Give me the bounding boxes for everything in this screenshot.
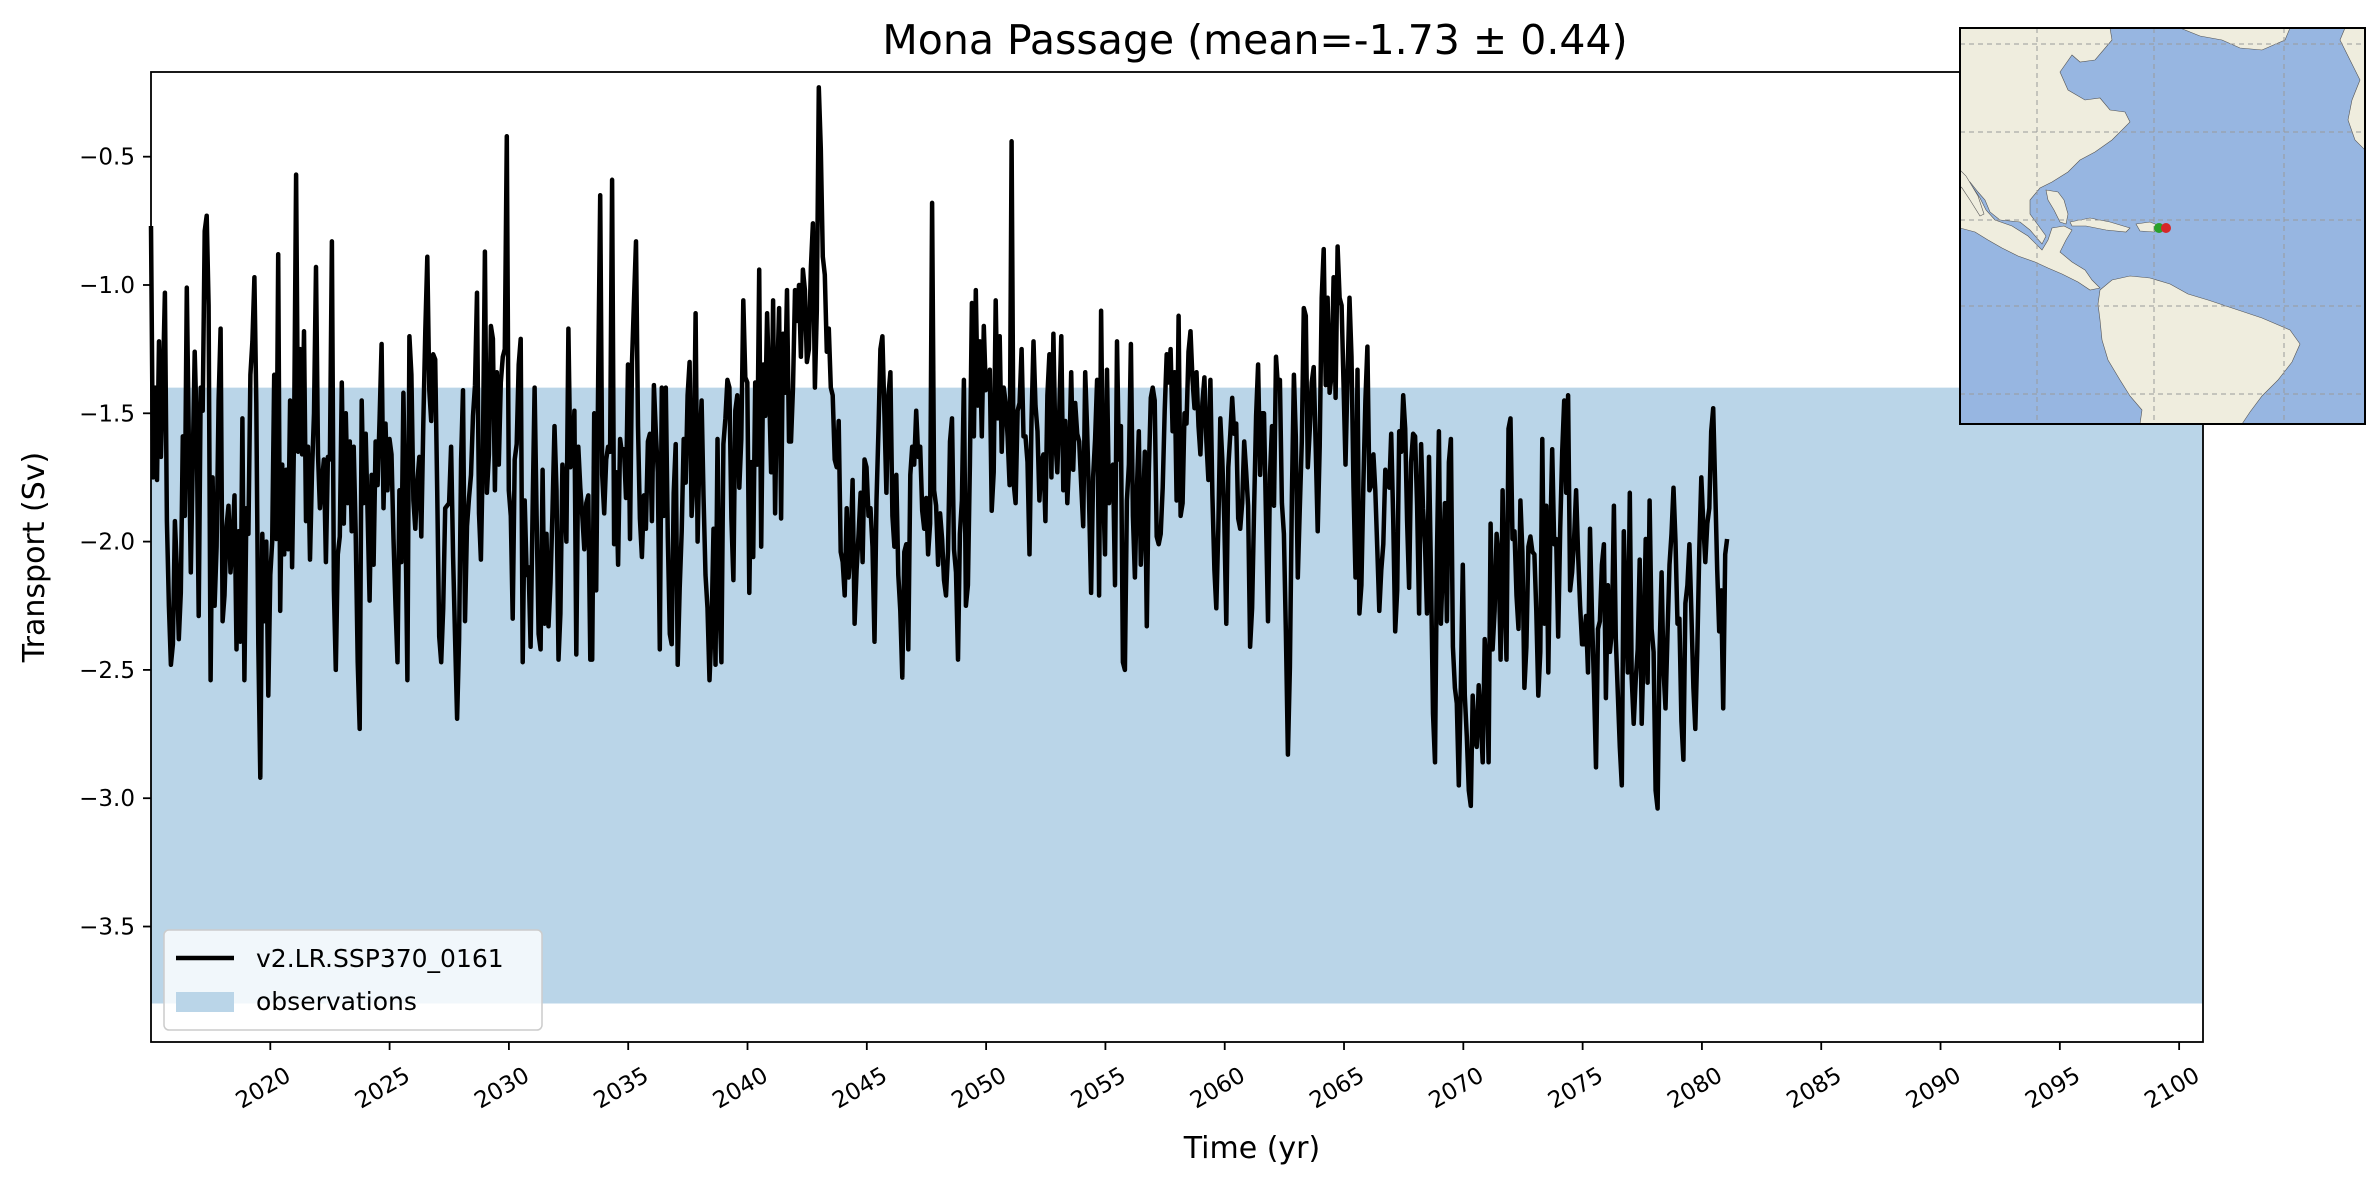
map-land-africa bbox=[2339, 28, 2365, 151]
y-tick-label: −1.0 bbox=[79, 273, 135, 299]
x-tick-label: 2035 bbox=[590, 1063, 654, 1115]
x-tick-label: 2085 bbox=[1783, 1063, 1847, 1115]
map-land-cuba bbox=[2069, 217, 2131, 233]
x-tick-label: 2040 bbox=[709, 1063, 773, 1115]
y-tick-label: −2.5 bbox=[79, 658, 135, 684]
x-tick-label: 2075 bbox=[1544, 1063, 1608, 1115]
x-tick-label: 2055 bbox=[1067, 1063, 1131, 1115]
x-tick-label: 2045 bbox=[828, 1063, 892, 1115]
y-axis: −3.5 −3.0 −2.5 −2.0 −1.5 −1.0 −0.5 bbox=[79, 145, 151, 941]
map-inset bbox=[1959, 27, 2366, 425]
map-land-south-america bbox=[2097, 275, 2301, 424]
map-land-greenland bbox=[2179, 28, 2291, 51]
map-marker-red bbox=[2161, 223, 2171, 233]
x-tick-label: 2090 bbox=[1902, 1063, 1966, 1115]
x-tick-label: 2050 bbox=[947, 1063, 1011, 1115]
y-tick-label: −3.5 bbox=[79, 915, 135, 941]
y-tick-label: −2.0 bbox=[79, 530, 135, 556]
plot-frame bbox=[150, 71, 2204, 1043]
x-axis: 2020 2025 2030 2035 2040 2045 2050 2055 2060 2065… bbox=[232, 1042, 2204, 1115]
legend-line-label: v2.LR.SSP370_0161 bbox=[256, 944, 504, 973]
map-land-north-america bbox=[1960, 28, 2131, 245]
x-tick-label: 2100 bbox=[2140, 1063, 2204, 1115]
map-land-florida bbox=[2045, 189, 2069, 225]
x-tick-label: 2030 bbox=[470, 1063, 534, 1115]
y-tick-label: −1.5 bbox=[79, 401, 135, 427]
map-land-central-america bbox=[1960, 177, 2101, 291]
map-marker-green bbox=[2154, 223, 2164, 233]
x-tick-label: 2020 bbox=[232, 1063, 296, 1115]
x-tick-label: 2060 bbox=[1186, 1063, 1250, 1115]
y-tick-label: −3.0 bbox=[79, 786, 135, 812]
x-tick-label: 2095 bbox=[2021, 1063, 2085, 1115]
x-tick-label: 2070 bbox=[1425, 1063, 1489, 1115]
map-frame bbox=[1959, 27, 2366, 425]
legend-band-swatch bbox=[176, 992, 234, 1012]
y-tick-label: −0.5 bbox=[79, 145, 135, 171]
legend: v2.LR.SSP370_0161 observations bbox=[163, 929, 543, 1031]
map-gridlines bbox=[1960, 28, 2365, 424]
y-axis-label: Transport (Sv) bbox=[17, 452, 52, 664]
series-line-v2-lr-ssp370-0161 bbox=[148, 85, 1730, 811]
x-axis-label: Time (yr) bbox=[1183, 1131, 1320, 1166]
x-tick-label: 2025 bbox=[351, 1063, 415, 1115]
legend-band-label: observations bbox=[256, 987, 417, 1016]
legend-box bbox=[163, 929, 543, 1031]
x-tick-label: 2080 bbox=[1663, 1063, 1727, 1115]
x-tick-label: 2065 bbox=[1305, 1063, 1369, 1115]
chart-title: Mona Passage (mean=-1.73 ± 0.44) bbox=[882, 16, 1627, 64]
